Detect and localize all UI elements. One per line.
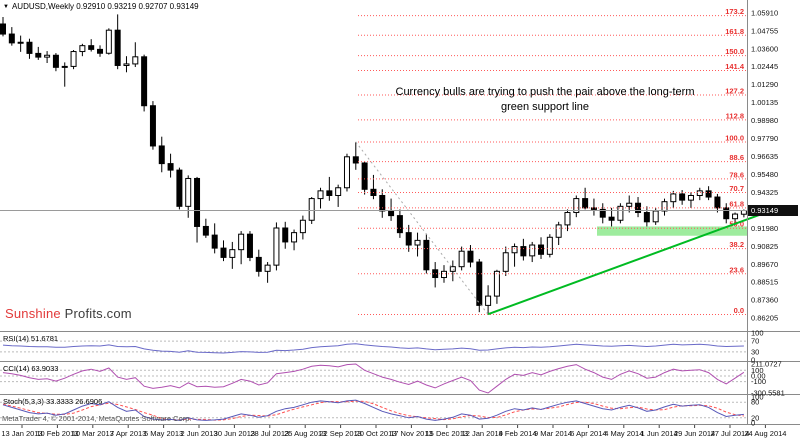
svg-text:1.00135: 1.00135 — [751, 98, 778, 107]
cci-indicator-label: CCI(14) 63.9033 — [3, 364, 59, 373]
annotation-line-1: Currency bulls are trying to push the pa… — [395, 86, 695, 98]
svg-text:0.96635: 0.96635 — [751, 152, 778, 161]
svg-text:173.2: 173.2 — [725, 7, 744, 16]
svg-text:0.0: 0.0 — [734, 306, 744, 315]
svg-text:7 Apr 2013: 7 Apr 2013 — [110, 429, 146, 438]
svg-text:9 Mar 2014: 9 Mar 2014 — [534, 429, 572, 438]
annotation-line-2: green support line — [500, 101, 590, 113]
svg-text:150.0: 150.0 — [725, 47, 744, 56]
svg-text:22 Sep 2013: 22 Sep 2013 — [319, 429, 362, 438]
current-price-value: 0.93149 — [751, 206, 779, 216]
svg-text:0.00: 0.00 — [751, 371, 766, 380]
svg-text:0.88515: 0.88515 — [751, 278, 778, 287]
watermark: Sunshine Profits.com — [5, 306, 132, 321]
svg-text:-300.5581: -300.5581 — [751, 389, 785, 398]
stoch-indicator-label: Stoch(5,3,3) 33.3333 26.6906 — [3, 397, 103, 406]
svg-text:70: 70 — [751, 337, 759, 346]
rsi-panel[interactable] — [0, 332, 747, 361]
svg-text:1.01290: 1.01290 — [751, 80, 778, 89]
svg-text:25 Aug 2013: 25 Aug 2013 — [284, 429, 326, 438]
svg-text:0.90825: 0.90825 — [751, 242, 778, 251]
svg-text:100.0: 100.0 — [725, 133, 744, 142]
svg-text:61.8: 61.8 — [729, 199, 744, 208]
svg-text:100: 100 — [751, 393, 764, 402]
svg-text:0.87360: 0.87360 — [751, 296, 778, 305]
svg-text:28 Jul 2013: 28 Jul 2013 — [250, 429, 289, 438]
svg-text:-100: -100 — [751, 377, 766, 386]
svg-text:2 Jun 2013: 2 Jun 2013 — [180, 429, 217, 438]
svg-text:100: 100 — [751, 329, 764, 338]
svg-text:100: 100 — [751, 366, 764, 375]
svg-text:1.02445: 1.02445 — [751, 62, 778, 71]
svg-text:4 May 2014: 4 May 2014 — [604, 429, 643, 438]
chart-title: ▼ AUDUSD,Weekly 0.92910 0.93219 0.92707 0… — [3, 2, 199, 11]
svg-text:10 Mar 2013: 10 Mar 2013 — [72, 429, 114, 438]
svg-text:1.03600: 1.03600 — [751, 44, 778, 53]
svg-text:0.95480: 0.95480 — [751, 170, 778, 179]
svg-text:0.89670: 0.89670 — [751, 260, 778, 269]
svg-text:17 Nov 2013: 17 Nov 2013 — [390, 429, 433, 438]
svg-text:23.6: 23.6 — [729, 265, 744, 274]
svg-text:1.05910: 1.05910 — [751, 9, 778, 18]
chart-title-text: AUDUSD,Weekly 0.92910 0.93219 0.92707 0.… — [11, 2, 199, 11]
svg-text:0: 0 — [751, 356, 755, 365]
chart-annotation: Currency bulls are trying to push the pa… — [335, 85, 755, 115]
svg-text:9 Feb 2014: 9 Feb 2014 — [499, 429, 537, 438]
svg-text:24 Aug 2014: 24 Aug 2014 — [744, 429, 786, 438]
svg-text:15 Dec 2013: 15 Dec 2013 — [426, 429, 469, 438]
chart-caption-triangle-icon[interactable]: ▼ — [3, 4, 9, 10]
cci-panel[interactable] — [0, 362, 747, 394]
svg-text:30 Jun 2013: 30 Jun 2013 — [214, 429, 255, 438]
svg-text:0.94325: 0.94325 — [751, 188, 778, 197]
svg-text:29 Jun 2014: 29 Jun 2014 — [674, 429, 715, 438]
svg-text:112.8: 112.8 — [726, 111, 744, 120]
svg-text:88.6: 88.6 — [729, 153, 744, 162]
svg-text:0: 0 — [751, 419, 755, 428]
svg-text:0.91980: 0.91980 — [751, 224, 778, 233]
watermark-domain: Profits.com — [60, 306, 132, 321]
svg-text:0.86205: 0.86205 — [751, 314, 778, 323]
svg-text:5 May 2013: 5 May 2013 — [144, 429, 183, 438]
date-axis[interactable] — [0, 425, 800, 440]
svg-text:141.4: 141.4 — [725, 62, 745, 71]
watermark-brand: Sunshine — [5, 306, 61, 321]
svg-text:6 Apr 2014: 6 Apr 2014 — [570, 429, 606, 438]
svg-text:12 Jan 2014: 12 Jan 2014 — [462, 429, 503, 438]
svg-text:1 Jun 2014: 1 Jun 2014 — [641, 429, 678, 438]
svg-text:30: 30 — [751, 347, 759, 356]
svg-text:27 Jul 2014: 27 Jul 2014 — [711, 429, 750, 438]
svg-text:13 Jan 2013: 13 Jan 2013 — [1, 429, 42, 438]
svg-text:78.6: 78.6 — [729, 170, 744, 179]
svg-text:20 Oct 2013: 20 Oct 2013 — [356, 429, 397, 438]
svg-text:0.97790: 0.97790 — [751, 134, 778, 143]
copyright-text: MetaTrader 4, © 2001-2014, MetaQuotes So… — [2, 414, 192, 423]
svg-text:211.0727: 211.0727 — [751, 360, 782, 369]
current-price-label: 0.93149 — [748, 205, 798, 217]
svg-text:20: 20 — [751, 413, 759, 422]
svg-text:80: 80 — [751, 398, 759, 407]
svg-text:1.04755: 1.04755 — [751, 26, 778, 35]
svg-text:70.7: 70.7 — [729, 184, 744, 193]
svg-text:161.8: 161.8 — [725, 27, 744, 36]
rsi-indicator-label: RSI(14) 51.6781 — [3, 334, 59, 343]
svg-text:38.2: 38.2 — [729, 240, 744, 249]
svg-text:0.98980: 0.98980 — [751, 116, 778, 125]
svg-text:127.2: 127.2 — [725, 86, 744, 95]
svg-text:10 Feb 2013: 10 Feb 2013 — [36, 429, 78, 438]
